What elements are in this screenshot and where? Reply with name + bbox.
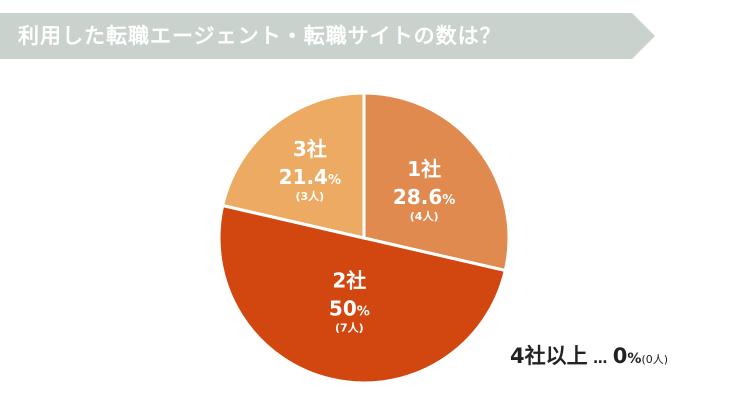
note-four-plus: 4社以上 … 0%(0人): [510, 340, 668, 370]
title-banner-shape: [0, 13, 655, 59]
note-four-plus-label: 4社以上: [510, 344, 588, 368]
slice-count-label: (7人): [335, 321, 364, 335]
slice-count-label: (3人): [295, 189, 324, 203]
note-count: (0人): [641, 353, 669, 366]
slice-count-label: (4人): [410, 209, 439, 223]
slice-category-label: 3社: [293, 137, 327, 161]
pie-slice-1: [362, 91, 511, 273]
slice-category-label: 1社: [407, 157, 441, 181]
title-banner: 利用した転職エージェント・転職サイトの数は？: [0, 13, 655, 59]
pie-slice-3: [220, 91, 366, 240]
slice-category-label: 2社: [332, 269, 366, 293]
pie-slice-2: [217, 203, 508, 385]
chart-title: 利用した転職エージェント・転職サイトの数は？: [18, 24, 502, 48]
note-percent-unit: %: [627, 351, 642, 367]
note-dots: …: [593, 351, 608, 367]
note-percent: 0: [612, 344, 628, 368]
